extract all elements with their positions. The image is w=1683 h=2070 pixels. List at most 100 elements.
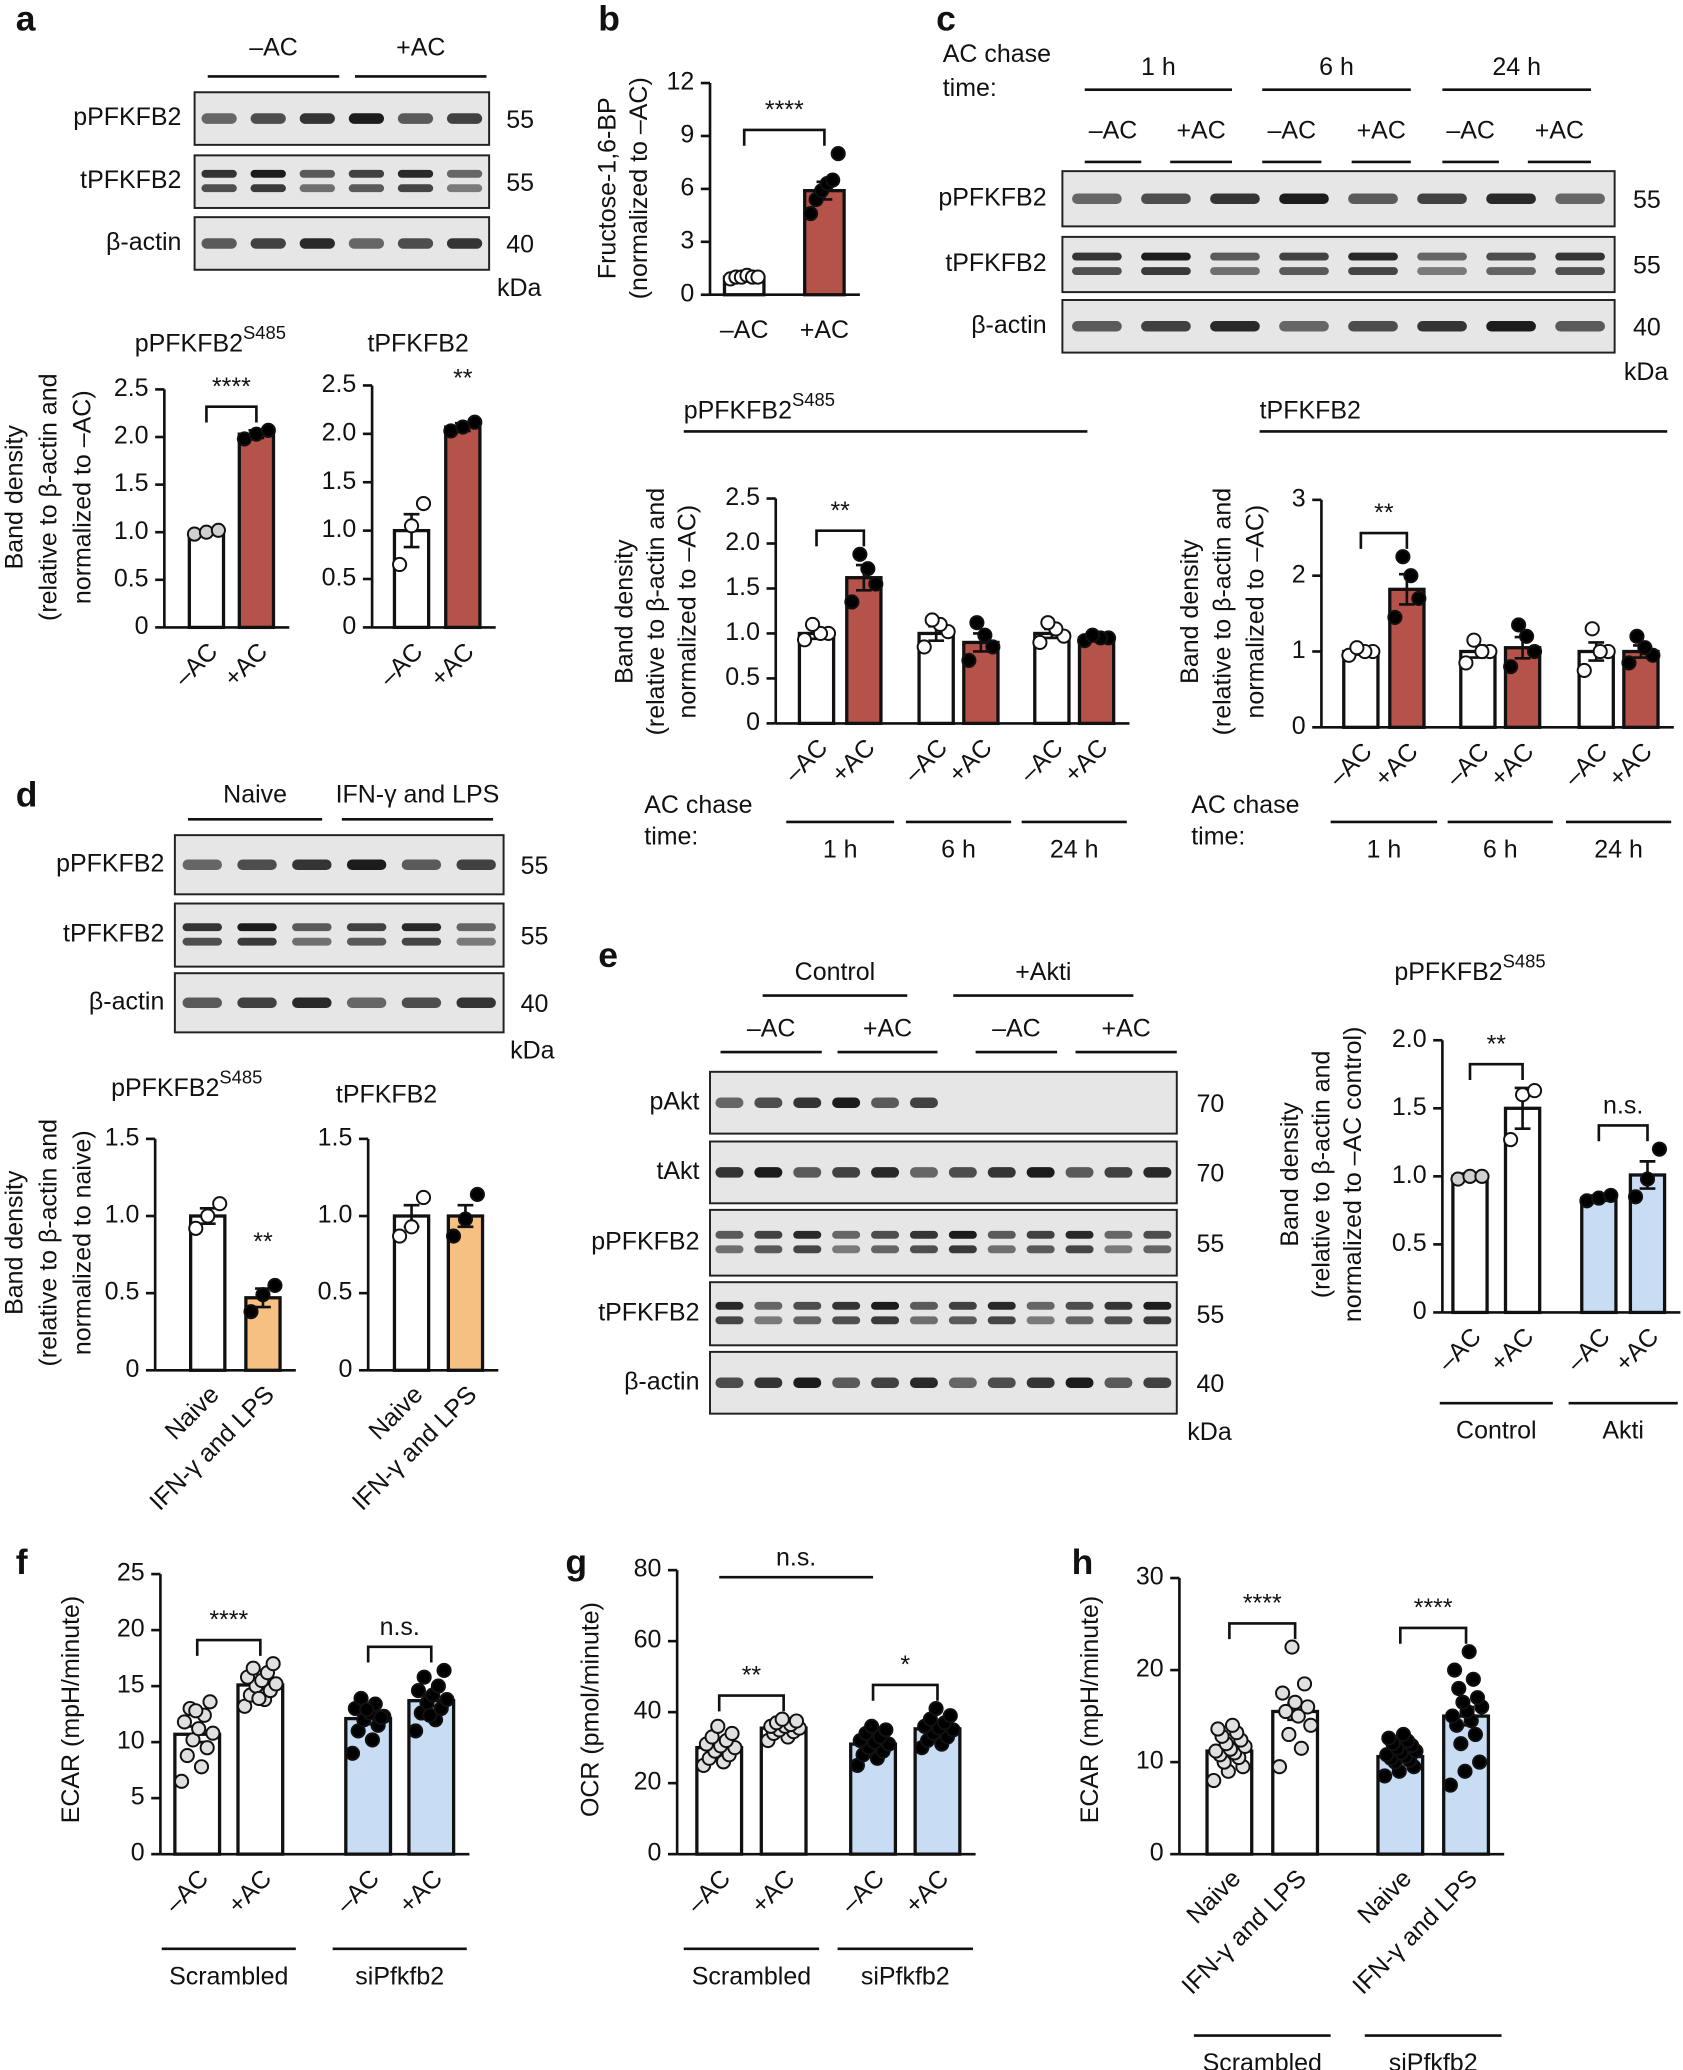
data-point bbox=[710, 1718, 726, 1734]
lane-group-label: Naive bbox=[223, 780, 287, 808]
y-tick-label: 0 bbox=[125, 1355, 139, 1383]
band bbox=[1141, 252, 1191, 261]
y-axis-label: (relative to β-actin and bbox=[642, 488, 670, 736]
chart-title-superscript: S485 bbox=[792, 389, 835, 410]
group-label: 6 h bbox=[941, 836, 976, 864]
lane-group-label: 1 h bbox=[1141, 53, 1176, 81]
band bbox=[237, 997, 277, 1009]
category-label: –AC bbox=[899, 734, 953, 788]
blot-strip bbox=[193, 91, 491, 146]
band bbox=[346, 997, 387, 1009]
band bbox=[250, 184, 286, 193]
group-title: time: bbox=[1191, 822, 1245, 850]
blot-strip bbox=[709, 1070, 1178, 1135]
bar bbox=[189, 1214, 227, 1372]
data-point bbox=[469, 1186, 485, 1202]
y-axis-label: (relative to β-actin and bbox=[35, 1119, 63, 1367]
band bbox=[1065, 1230, 1094, 1239]
blot-row-label: pPFKFB2 bbox=[73, 103, 181, 131]
kda-marker: 40 bbox=[506, 231, 534, 259]
panel-letter: a bbox=[16, 0, 36, 39]
y-tick-label: 0.5 bbox=[318, 1278, 353, 1306]
band bbox=[250, 238, 286, 249]
data-point bbox=[788, 1713, 805, 1729]
bar bbox=[1342, 649, 1380, 729]
group-title: AC chase bbox=[644, 791, 752, 819]
category-label: +AC bbox=[1059, 734, 1114, 789]
y-tick-label: 0 bbox=[746, 708, 760, 736]
chart-title: pPFKFB2S485 bbox=[135, 322, 286, 357]
y-axis-label: ECAR (mpH/minute) bbox=[1076, 1596, 1104, 1824]
category-label: +AC bbox=[425, 638, 480, 693]
data-point bbox=[1621, 655, 1637, 671]
data-point bbox=[1442, 1777, 1458, 1793]
band bbox=[909, 1245, 938, 1254]
band bbox=[1104, 1230, 1133, 1239]
data-point bbox=[1287, 1694, 1303, 1710]
y-tick-label: 3 bbox=[1292, 484, 1306, 512]
y-axis-label: normalized to –AC control) bbox=[1339, 1027, 1367, 1323]
data-point bbox=[1629, 628, 1645, 644]
data-point bbox=[860, 561, 876, 577]
chart-title-superscript: S485 bbox=[243, 322, 286, 343]
bar bbox=[446, 1214, 485, 1372]
kda-marker: 55 bbox=[1633, 186, 1661, 214]
data-point bbox=[1032, 634, 1048, 651]
band bbox=[793, 1301, 822, 1310]
blot-row-label: β-actin bbox=[624, 1367, 699, 1395]
band bbox=[201, 113, 237, 124]
group-label: Scrambled bbox=[692, 1962, 811, 1990]
blot-strip bbox=[193, 216, 491, 271]
y-tick-label: 0.5 bbox=[725, 663, 760, 691]
panel-letter: e bbox=[598, 935, 618, 975]
significance-bracket bbox=[871, 1683, 939, 1701]
kda-marker: 40 bbox=[521, 990, 549, 1018]
y-axis-label: Band density bbox=[0, 1170, 28, 1315]
band bbox=[1417, 321, 1467, 332]
significance-label: ** bbox=[253, 1228, 273, 1256]
lane-group-label: +Akti bbox=[1015, 958, 1071, 986]
band bbox=[909, 1167, 938, 1178]
band bbox=[754, 1230, 783, 1239]
band bbox=[871, 1377, 900, 1389]
category-label: –AC bbox=[1433, 1323, 1487, 1377]
data-point bbox=[373, 1709, 389, 1726]
data-point bbox=[1639, 1171, 1656, 1187]
band bbox=[793, 1167, 822, 1178]
data-point bbox=[210, 522, 226, 538]
blot-caption: AC chase bbox=[943, 40, 1051, 68]
band bbox=[948, 1230, 977, 1239]
y-tick-label: 0 bbox=[1292, 712, 1306, 740]
group-title: time: bbox=[644, 822, 698, 850]
category-label: +AC bbox=[1610, 1323, 1665, 1378]
band bbox=[1210, 267, 1260, 276]
band bbox=[1555, 267, 1605, 276]
y-tick-label: 2.5 bbox=[114, 374, 149, 402]
blot-strip bbox=[173, 972, 505, 1034]
band bbox=[832, 1097, 861, 1108]
y-tick-label: 2 bbox=[1292, 560, 1306, 588]
data-point bbox=[1526, 1083, 1543, 1099]
data-point bbox=[1444, 1708, 1461, 1724]
band bbox=[871, 1316, 900, 1325]
chart-title: pPFKFB2S485 bbox=[1394, 951, 1545, 986]
band bbox=[346, 923, 387, 932]
band bbox=[182, 859, 222, 870]
significance-bracket bbox=[717, 1694, 785, 1712]
band bbox=[715, 1316, 744, 1325]
category-label: –AC bbox=[1324, 737, 1378, 791]
data-point bbox=[1300, 1699, 1316, 1715]
blot-row-label: β-actin bbox=[89, 987, 164, 1015]
data-point bbox=[344, 1745, 361, 1761]
band bbox=[987, 1377, 1016, 1389]
y-tick-label: 25 bbox=[117, 1559, 145, 1587]
data-point bbox=[1224, 1717, 1241, 1733]
band bbox=[871, 1097, 900, 1108]
data-point bbox=[1303, 1717, 1319, 1733]
band bbox=[754, 1316, 783, 1325]
data-point bbox=[408, 1723, 424, 1739]
lane-group-label: IFN-γ and LPS bbox=[336, 780, 500, 808]
band bbox=[1104, 1245, 1133, 1254]
band bbox=[201, 169, 237, 178]
